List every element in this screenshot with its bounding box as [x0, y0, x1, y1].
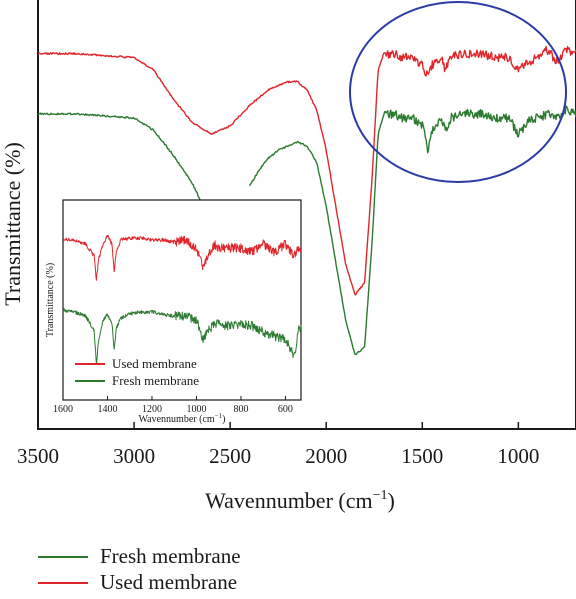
inset-plot-frame	[62, 199, 302, 401]
inset-legend-label-used: Used membrane	[112, 356, 197, 371]
inset-x-ticks: 1600 1400 1200 1000 800 600	[53, 396, 293, 415]
series-line-used-membrane	[37, 45, 576, 296]
bottom-legend-swatch-used	[38, 581, 88, 584]
x-tick-label: 800	[233, 404, 248, 415]
series-line-fresh-membrane	[62, 308, 302, 365]
series-line-used-membrane	[62, 234, 302, 281]
x-tick-label: 1000	[497, 444, 539, 468]
x-tick-label: 1500	[401, 444, 443, 468]
bottom-legend-fresh: Fresh membrane	[38, 544, 241, 569]
inset-legend-label-fresh: Fresh membrane	[112, 373, 199, 388]
highlight-ellipse	[349, 1, 567, 183]
inset-legend: Used membrane Fresh membrane	[75, 356, 199, 388]
inset-chart: 1600 1400 1200 1000 800 600 Transmittance (%)…	[45, 199, 302, 425]
bottom-legend-label-fresh: Fresh membrane	[100, 544, 241, 568]
x-tick-label: 3500	[17, 444, 59, 468]
series-line-fresh-membrane	[37, 105, 576, 356]
main-y-axis-label: Transmittance (%)	[0, 142, 25, 306]
x-tick-label: 1400	[97, 404, 117, 415]
x-tick-label: 3000	[113, 444, 155, 468]
inset-x-axis-label: Wavennumber (cm−1)	[139, 412, 226, 425]
inset-y-axis-label: Transmittance (%)	[45, 263, 56, 337]
x-tick-label: 1600	[53, 404, 73, 415]
main-chart: 3500 3000 2500 2000 1500 1000 Wavennumber (cm…	[0, 0, 576, 513]
bottom-legend-swatch-fresh	[38, 555, 88, 558]
x-tick-label: 1000	[186, 404, 206, 415]
x-tick-label: 2500	[209, 444, 251, 468]
main-plot-frame	[37, 0, 576, 430]
x-tick-label: 600	[278, 404, 293, 415]
inset-series	[62, 234, 302, 365]
main-x-axis-label: Wavennumber (cm−1)	[205, 488, 395, 513]
bottom-legend-used: Used membrane	[38, 570, 237, 595]
main-x-ticks: 3500 3000 2500 2000 1500 1000	[17, 422, 539, 468]
main-series	[37, 45, 576, 356]
x-tick-label: 2000	[305, 444, 347, 468]
x-tick-label: 1200	[142, 404, 162, 415]
bottom-legend-label-used: Used membrane	[100, 570, 238, 594]
